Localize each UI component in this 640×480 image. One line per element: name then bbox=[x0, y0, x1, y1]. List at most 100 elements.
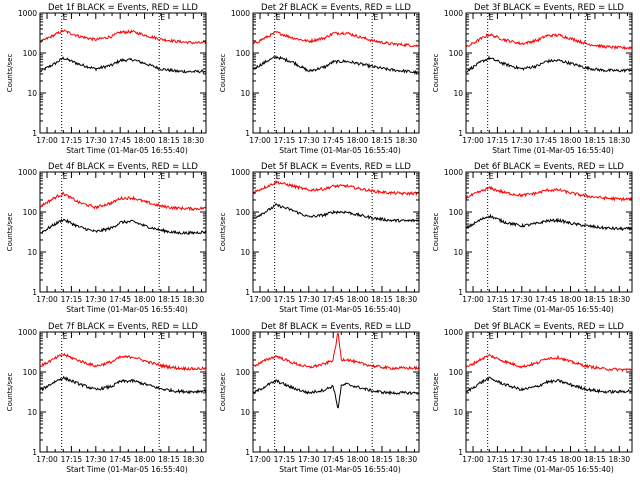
event-marker-label: E bbox=[373, 13, 378, 22]
series-lld-line bbox=[40, 191, 206, 212]
series-lld-line bbox=[253, 180, 419, 197]
series-lld-line bbox=[40, 352, 206, 372]
y-tick-label: 10 bbox=[453, 248, 463, 257]
x-tick-label: 17:45 bbox=[109, 295, 131, 304]
x-tick-label: 18:15 bbox=[158, 455, 180, 464]
x-tick-label: 17:15 bbox=[61, 455, 83, 464]
panel-det-5: Det 5f BLACK = Events, RED = LLD Counts/s… bbox=[219, 162, 420, 314]
event-marker-label: E bbox=[160, 332, 165, 341]
x-tick-label: 18:00 bbox=[560, 295, 582, 304]
y-tick-label: 10 bbox=[27, 89, 37, 98]
y-tick-label: 1000 bbox=[444, 328, 463, 337]
x-tick-label: 18:00 bbox=[134, 295, 156, 304]
y-tick-label: 1 bbox=[245, 288, 250, 297]
y-tick-label: 1 bbox=[245, 129, 250, 138]
y-axis-label: Counts/sec bbox=[432, 54, 440, 93]
x-tick-label: 18:00 bbox=[134, 136, 156, 145]
event-marker-label: E bbox=[489, 172, 494, 181]
y-axis-label: Counts/sec bbox=[219, 373, 227, 412]
y-tick-label: 1 bbox=[458, 448, 463, 457]
x-tick-label: 18:30 bbox=[396, 136, 418, 145]
x-tick-label: 17:15 bbox=[487, 136, 509, 145]
y-axis-label: Counts/sec bbox=[6, 373, 14, 412]
series-lld-line bbox=[253, 333, 419, 371]
y-tick-label: 1000 bbox=[444, 168, 463, 177]
x-tick-label: 17:15 bbox=[274, 136, 296, 145]
x-tick-label: 18:30 bbox=[609, 455, 631, 464]
y-axis-label: Counts/sec bbox=[6, 54, 14, 93]
y-tick-label: 100 bbox=[236, 368, 251, 377]
event-marker-label: E bbox=[276, 13, 281, 22]
x-tick-label: 17:00 bbox=[249, 455, 271, 464]
x-tick-label: 17:15 bbox=[487, 295, 509, 304]
x-tick-label: 17:15 bbox=[61, 295, 83, 304]
event-marker-label: E bbox=[489, 332, 494, 341]
y-tick-label: 100 bbox=[449, 368, 464, 377]
series-events-line bbox=[40, 375, 206, 395]
y-tick-label: 1000 bbox=[18, 328, 37, 337]
x-tick-label: 17:00 bbox=[462, 136, 484, 145]
series-events-line bbox=[253, 379, 419, 409]
y-tick-label: 1000 bbox=[231, 9, 250, 18]
x-tick-label: 18:30 bbox=[183, 136, 205, 145]
x-tick-label: 17:00 bbox=[249, 295, 271, 304]
x-tick-label: 17:45 bbox=[535, 295, 557, 304]
event-marker-label: E bbox=[586, 13, 591, 22]
y-tick-label: 1 bbox=[458, 129, 463, 138]
y-tick-label: 100 bbox=[236, 49, 251, 58]
event-marker-label: E bbox=[586, 172, 591, 181]
x-tick-label: 18:00 bbox=[560, 136, 582, 145]
y-tick-label: 10 bbox=[240, 89, 250, 98]
x-tick-label: 18:00 bbox=[347, 136, 369, 145]
y-tick-label: 100 bbox=[23, 368, 38, 377]
y-tick-label: 10 bbox=[240, 408, 250, 417]
x-tick-label: 17:00 bbox=[36, 455, 58, 464]
x-axis-label: Start Time (01-Mar-05 16:55:40) bbox=[66, 305, 188, 314]
plot-frame bbox=[39, 331, 207, 453]
x-tick-label: 17:15 bbox=[274, 455, 296, 464]
x-tick-label: 17:45 bbox=[535, 455, 557, 464]
panel-det-6: Det 6f BLACK = Events, RED = LLD Counts/s… bbox=[432, 162, 633, 314]
y-tick-label: 100 bbox=[236, 208, 251, 217]
x-tick-label: 17:30 bbox=[298, 455, 320, 464]
series-events-line bbox=[40, 218, 206, 236]
panel-title: Det 3f BLACK = Events, RED = LLD bbox=[474, 3, 624, 13]
x-tick-label: 18:15 bbox=[584, 295, 606, 304]
plot-frame bbox=[39, 12, 207, 134]
x-tick-label: 17:30 bbox=[85, 136, 107, 145]
plot-frame bbox=[465, 171, 633, 293]
y-tick-label: 1000 bbox=[18, 9, 37, 18]
plot-frame bbox=[465, 331, 633, 453]
y-tick-label: 1 bbox=[32, 288, 37, 297]
event-marker-label: E bbox=[489, 13, 494, 22]
x-tick-label: 18:15 bbox=[371, 455, 393, 464]
series-events-line bbox=[253, 55, 419, 76]
x-axis-label: Start Time (01-Mar-05 16:55:40) bbox=[492, 146, 614, 155]
y-tick-label: 10 bbox=[453, 408, 463, 417]
x-tick-label: 18:15 bbox=[371, 295, 393, 304]
x-tick-label: 18:00 bbox=[347, 295, 369, 304]
x-tick-label: 18:15 bbox=[158, 295, 180, 304]
panel-title: Det 1f BLACK = Events, RED = LLD bbox=[48, 3, 198, 13]
panel-title: Det 9f BLACK = Events, RED = LLD bbox=[474, 322, 624, 332]
plot-frame bbox=[252, 12, 420, 134]
x-tick-label: 18:30 bbox=[609, 295, 631, 304]
y-tick-label: 10 bbox=[27, 248, 37, 257]
series-events-line bbox=[253, 203, 419, 223]
x-tick-label: 17:15 bbox=[487, 455, 509, 464]
panel-title: Det 8f BLACK = Events, RED = LLD bbox=[261, 322, 411, 332]
x-tick-label: 18:00 bbox=[560, 455, 582, 464]
y-tick-label: 1000 bbox=[444, 9, 463, 18]
panel-det-2: Det 2f BLACK = Events, RED = LLD Counts/s… bbox=[219, 3, 420, 155]
x-tick-label: 17:45 bbox=[109, 136, 131, 145]
x-tick-label: 18:00 bbox=[134, 455, 156, 464]
x-tick-label: 18:30 bbox=[396, 295, 418, 304]
panel-title: Det 5f BLACK = Events, RED = LLD bbox=[261, 162, 411, 172]
x-tick-label: 18:30 bbox=[609, 136, 631, 145]
x-tick-label: 17:15 bbox=[61, 136, 83, 145]
x-tick-label: 17:30 bbox=[511, 455, 533, 464]
y-tick-label: 100 bbox=[23, 49, 38, 58]
series-events-line bbox=[466, 213, 632, 231]
x-axis-label: Start Time (01-Mar-05 16:55:40) bbox=[492, 465, 614, 474]
series-lld-line bbox=[466, 185, 632, 202]
